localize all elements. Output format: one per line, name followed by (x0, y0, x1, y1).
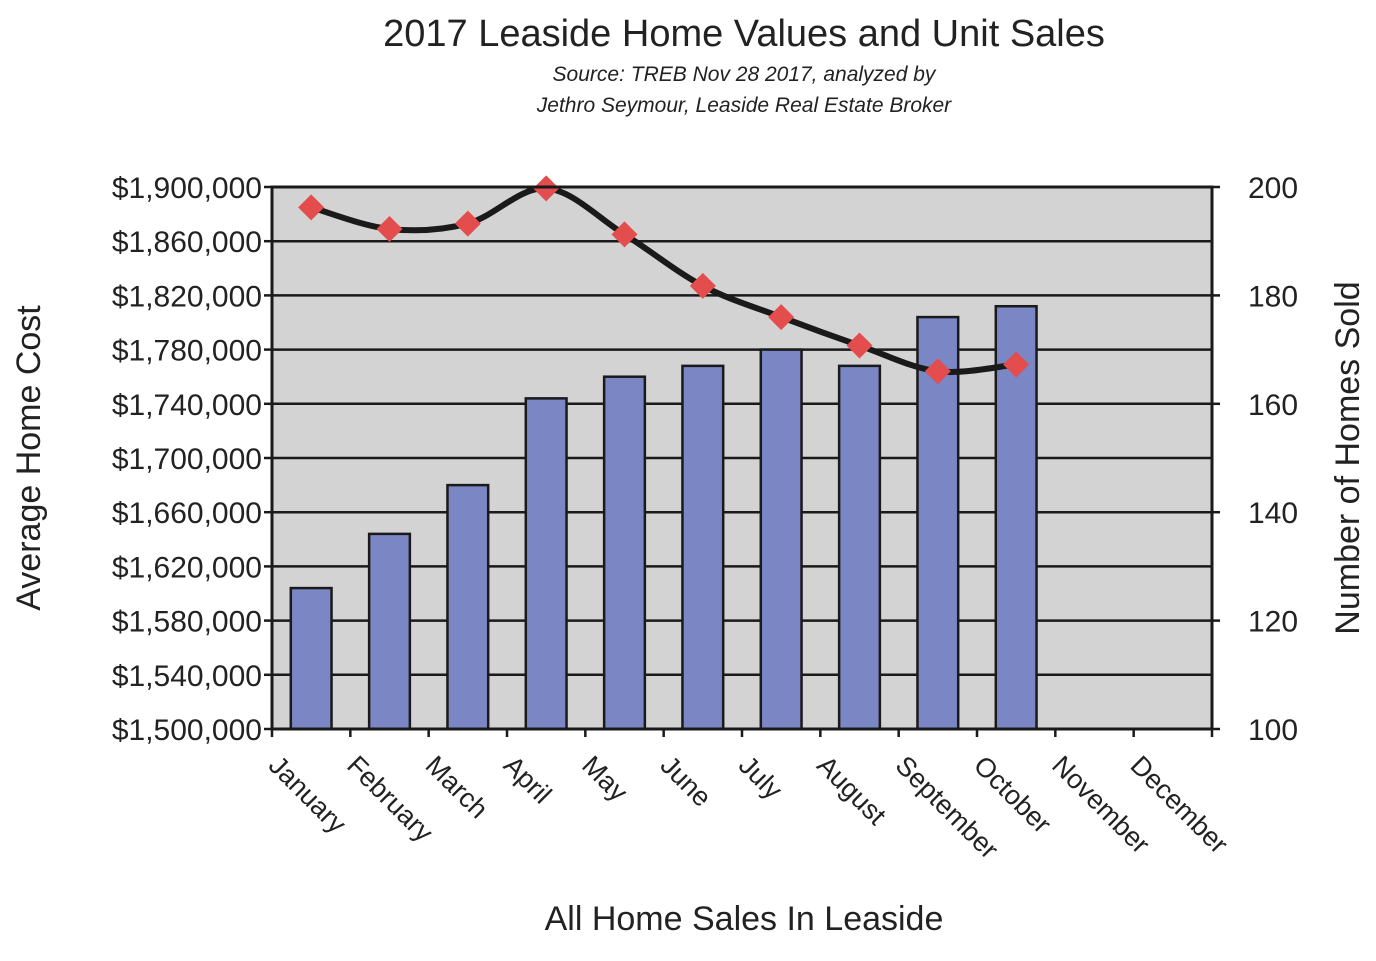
average-cost-line (310, 185, 1017, 375)
left-tick-label: $1,780,000 (112, 335, 262, 368)
x-tick-label: March (420, 750, 494, 824)
bar (916, 315, 960, 731)
right-tick-label: 100 (1248, 714, 1298, 747)
bar (759, 348, 803, 731)
left-tick-label: $1,860,000 (112, 226, 262, 259)
right-tick-label: 120 (1248, 606, 1298, 639)
x-axis-label: All Home Sales In Leaside (545, 900, 944, 938)
bar (446, 483, 490, 731)
line-marker (454, 210, 481, 237)
line-marker (768, 304, 795, 331)
line-marker (689, 272, 716, 299)
x-tick-label: August (811, 750, 892, 831)
bar (524, 397, 568, 731)
left-axis-label: Average Home Cost (10, 305, 48, 611)
left-tick-label: $1,660,000 (112, 497, 262, 530)
left-axis-ticks: $1,500,000 $1,540,000 $1,580,000 $1,620,000… (112, 172, 272, 747)
chart-title: 2017 Leaside Home Values and Unit Sales (383, 13, 1105, 55)
left-tick-label: $1,620,000 (112, 551, 262, 584)
right-tick-label: 140 (1248, 497, 1298, 530)
x-tick-label: April (498, 750, 557, 809)
right-tick-label: 160 (1248, 389, 1298, 422)
x-tick-label: June (655, 750, 718, 813)
line-marker (1003, 351, 1030, 378)
chart-subtitle-line-2: Jethro Seymour, Leaside Real Estate Brok… (536, 94, 952, 117)
x-tick-label: February (341, 750, 439, 848)
left-tick-label: $1,580,000 (112, 606, 262, 639)
line-marker (611, 221, 638, 248)
bar (367, 532, 412, 731)
chart-subtitle-line-1: Source: TREB Nov 28 2017, analyzed by (553, 63, 937, 86)
line-markers (298, 175, 1030, 385)
left-tick-label: $1,700,000 (112, 443, 262, 476)
line-marker (924, 358, 951, 385)
right-axis-ticks: 100 120 140 160 180 200 (1212, 172, 1298, 747)
x-tick-label: July (733, 750, 789, 806)
left-tick-label: $1,740,000 (112, 389, 262, 422)
right-axis-label: Number of Homes Sold (1329, 281, 1367, 634)
line-marker (298, 194, 325, 221)
left-tick-label: $1,500,000 (112, 714, 262, 747)
bar-series (289, 304, 1038, 731)
bar (602, 375, 647, 731)
left-tick-label: $1,540,000 (112, 660, 262, 693)
line-marker (846, 332, 873, 359)
left-tick-label: $1,900,000 (112, 172, 262, 205)
bar (837, 364, 882, 731)
right-tick-label: 200 (1248, 172, 1298, 205)
bar (289, 586, 333, 731)
left-tick-label: $1,820,000 (112, 280, 262, 313)
line-marker (376, 216, 403, 243)
right-tick-label: 180 (1248, 280, 1298, 313)
bar (681, 364, 725, 731)
x-tick-label: May (576, 750, 634, 808)
x-tick-label: January (263, 750, 352, 839)
